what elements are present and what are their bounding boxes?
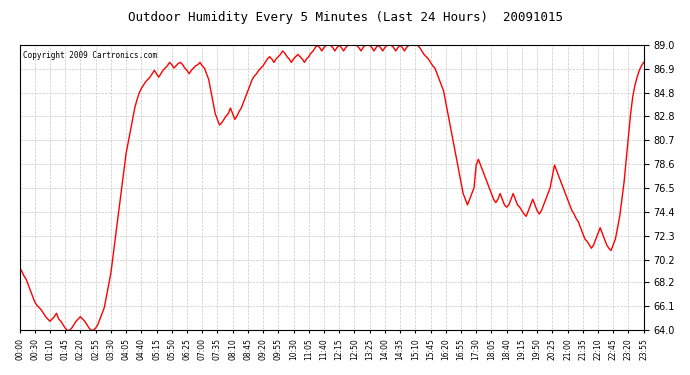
Text: Outdoor Humidity Every 5 Minutes (Last 24 Hours)  20091015: Outdoor Humidity Every 5 Minutes (Last 2… bbox=[128, 11, 562, 24]
Text: Copyright 2009 Cartronics.com: Copyright 2009 Cartronics.com bbox=[23, 51, 157, 60]
